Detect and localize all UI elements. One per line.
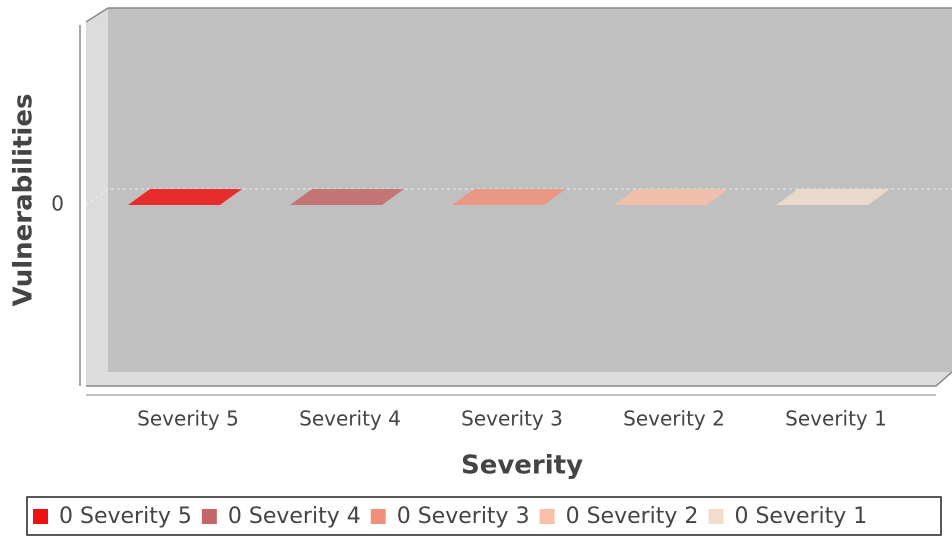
y-tick-label: 0: [51, 192, 64, 216]
x-tick-label: Severity 4: [299, 407, 401, 431]
legend-swatch: [370, 509, 386, 524]
bar: [614, 189, 728, 205]
wall-edge: [85, 7, 952, 23]
floor-edge: [86, 371, 952, 387]
legend-label: Severity 5: [80, 504, 192, 529]
legend-label: Severity 2: [587, 504, 699, 529]
legend-label: Severity 1: [755, 504, 867, 529]
bar: [290, 189, 404, 205]
bar: [452, 189, 566, 205]
y-axis-title: Vulnerabilities: [9, 94, 39, 307]
x-tick-label: Severity 3: [461, 407, 563, 431]
x-tick-label: Severity 2: [623, 407, 725, 431]
x-tick-label: Severity 1: [785, 407, 887, 431]
legend-label: Severity 3: [418, 504, 530, 529]
legend: [26, 496, 942, 536]
legend-swatch: [539, 509, 555, 524]
legend-swatch: [708, 509, 724, 524]
legend-swatch: [201, 509, 217, 524]
floor: [86, 372, 952, 386]
legend-value: 0: [566, 504, 580, 529]
legend-value: 0: [228, 504, 242, 529]
legend-value: 0: [397, 504, 411, 529]
legend-swatch: [33, 509, 48, 524]
bar: [776, 189, 890, 205]
legend-label: Severity 4: [249, 504, 361, 529]
x-axis-title: Severity: [461, 451, 583, 481]
legend-value: 0: [734, 504, 748, 529]
x-tick-label: Severity 5: [137, 407, 239, 431]
legend-value: 0: [59, 504, 73, 529]
bar: [128, 189, 242, 205]
